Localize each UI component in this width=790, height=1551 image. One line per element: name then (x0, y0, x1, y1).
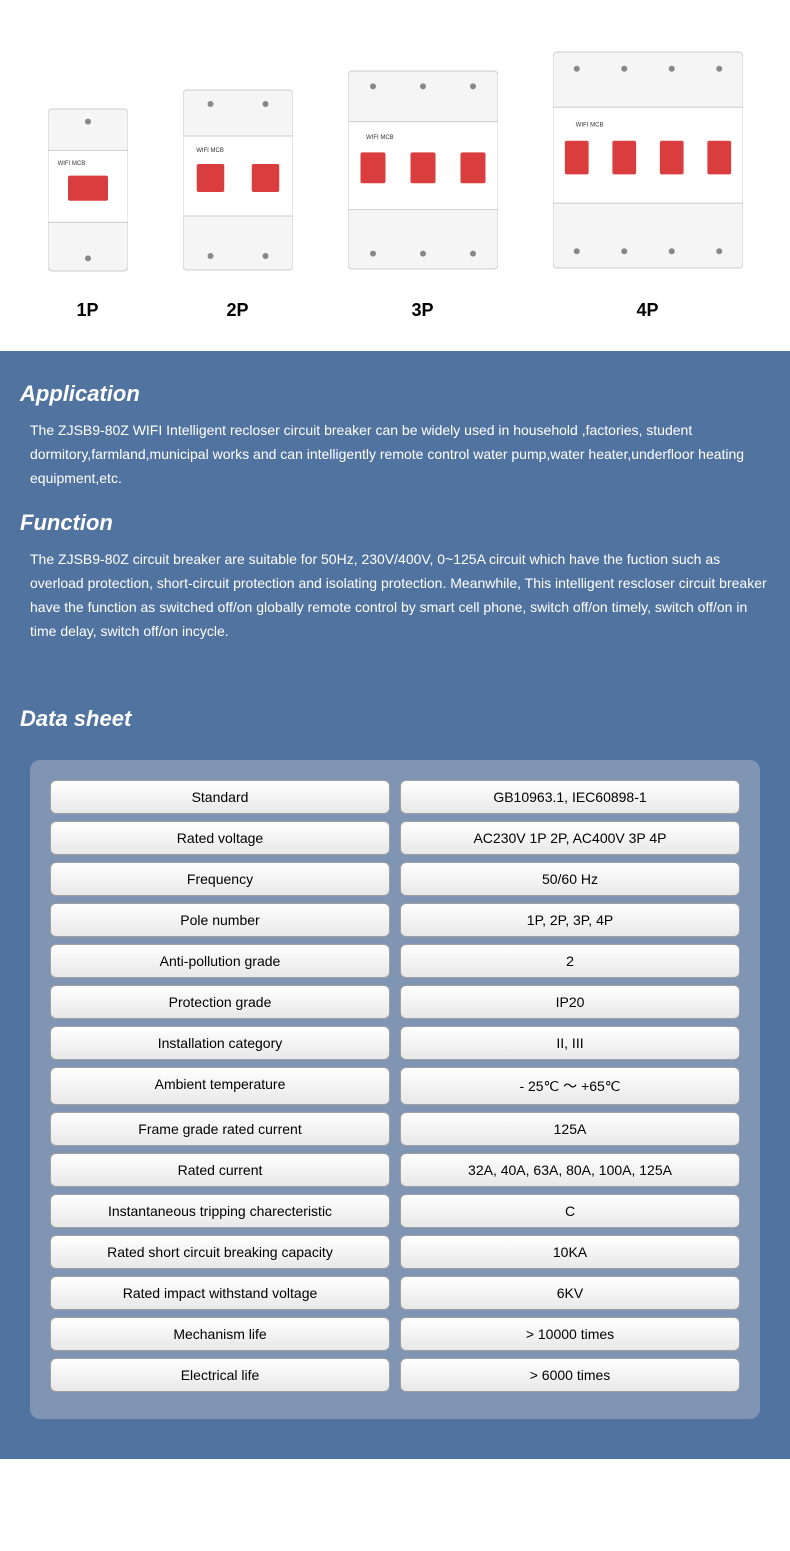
row-label: Protection grade (50, 985, 390, 1019)
row-label: Installation category (50, 1026, 390, 1060)
row-label: Rated impact withstand voltage (50, 1276, 390, 1310)
row-label: Frequency (50, 862, 390, 896)
row-label: Instantaneous tripping charecteristic (50, 1194, 390, 1228)
table-row: Anti-pollution grade 2 (50, 944, 740, 978)
svg-text:WIFI MCB: WIFI MCB (575, 122, 603, 128)
table-row: Rated impact withstand voltage 6KV (50, 1276, 740, 1310)
row-value: 32A, 40A, 63A, 80A, 100A, 125A (400, 1153, 740, 1187)
product-label-1P: 1P (76, 300, 98, 321)
row-value: 1P, 2P, 3P, 4P (400, 903, 740, 937)
svg-text:WIFI MCB: WIFI MCB (366, 135, 394, 141)
row-label: Rated short circuit breaking capacity (50, 1235, 390, 1269)
table-row: Installation category II, III (50, 1026, 740, 1060)
table-row: Rated short circuit breaking capacity 10… (50, 1235, 740, 1269)
row-value: AC230V 1P 2P, AC400V 3P 4P (400, 821, 740, 855)
table-row: Mechanism life > 10000 times (50, 1317, 740, 1351)
row-value: > 6000 times (400, 1358, 740, 1392)
row-label: Ambient temperature (50, 1067, 390, 1105)
row-value: > 10000 times (400, 1317, 740, 1351)
function-text: The ZJSB9-80Z circuit breaker are suitab… (20, 548, 770, 643)
table-row: Protection grade IP20 (50, 985, 740, 1019)
breaker-3P-icon: WIFI MCB (348, 60, 498, 280)
row-label: Anti-pollution grade (50, 944, 390, 978)
datasheet-title: Data sheet (20, 706, 770, 732)
row-label: Frame grade rated current (50, 1112, 390, 1146)
table-row: Pole number 1P, 2P, 3P, 4P (50, 903, 740, 937)
row-label: Rated current (50, 1153, 390, 1187)
table-row: Frequency 50/60 Hz (50, 862, 740, 896)
table-row: Rated current 32A, 40A, 63A, 80A, 100A, … (50, 1153, 740, 1187)
application-title: Application (20, 381, 770, 407)
row-label: Mechanism life (50, 1317, 390, 1351)
table-row: Rated voltage AC230V 1P 2P, AC400V 3P 4P (50, 821, 740, 855)
product-item-2P: WIFI MCB 2P (183, 80, 293, 321)
product-item-1P: WIFI MCB 1P (48, 100, 128, 321)
svg-text:WIFI MCB: WIFI MCB (57, 161, 85, 167)
function-title: Function (20, 510, 770, 536)
row-value: 50/60 Hz (400, 862, 740, 896)
product-item-4P: WIFI MCB 4P (553, 40, 743, 321)
datasheet-body: Standard GB10963.1, IEC60898-1 Rated vol… (0, 740, 790, 1459)
breaker-1P-icon: WIFI MCB (48, 100, 128, 280)
row-value: - 25℃ ～ +65℃ (400, 1067, 740, 1105)
table-row: Electrical life > 6000 times (50, 1358, 740, 1392)
row-value: II, III (400, 1026, 740, 1060)
row-value: 125A (400, 1112, 740, 1146)
info-section: Application The ZJSB9-80Z WIFI Intellige… (0, 351, 790, 694)
product-images-row: WIFI MCB 1P WIFI MCB 2P WIFI MCB 3P WIFI… (0, 0, 790, 351)
row-value: 6KV (400, 1276, 740, 1310)
product-label-4P: 4P (636, 300, 658, 321)
datasheet-table: Standard GB10963.1, IEC60898-1 Rated vol… (30, 760, 760, 1419)
row-label: Pole number (50, 903, 390, 937)
row-value: GB10963.1, IEC60898-1 (400, 780, 740, 814)
row-value: 2 (400, 944, 740, 978)
breaker-4P-icon: WIFI MCB (553, 40, 743, 280)
table-row: Frame grade rated current 125A (50, 1112, 740, 1146)
table-row: Instantaneous tripping charecteristic C (50, 1194, 740, 1228)
svg-text:WIFI MCB: WIFI MCB (196, 148, 224, 154)
row-label: Electrical life (50, 1358, 390, 1392)
row-label: Rated voltage (50, 821, 390, 855)
table-row: Standard GB10963.1, IEC60898-1 (50, 780, 740, 814)
table-row: Ambient temperature - 25℃ ～ +65℃ (50, 1067, 740, 1105)
product-label-2P: 2P (226, 300, 248, 321)
product-item-3P: WIFI MCB 3P (348, 60, 498, 321)
application-text: The ZJSB9-80Z WIFI Intelligent recloser … (20, 419, 770, 490)
row-label: Standard (50, 780, 390, 814)
datasheet-header: Data sheet (0, 694, 790, 740)
product-label-3P: 3P (411, 300, 433, 321)
row-value: 10KA (400, 1235, 740, 1269)
row-value: C (400, 1194, 740, 1228)
row-value: IP20 (400, 985, 740, 1019)
breaker-2P-icon: WIFI MCB (183, 80, 293, 280)
